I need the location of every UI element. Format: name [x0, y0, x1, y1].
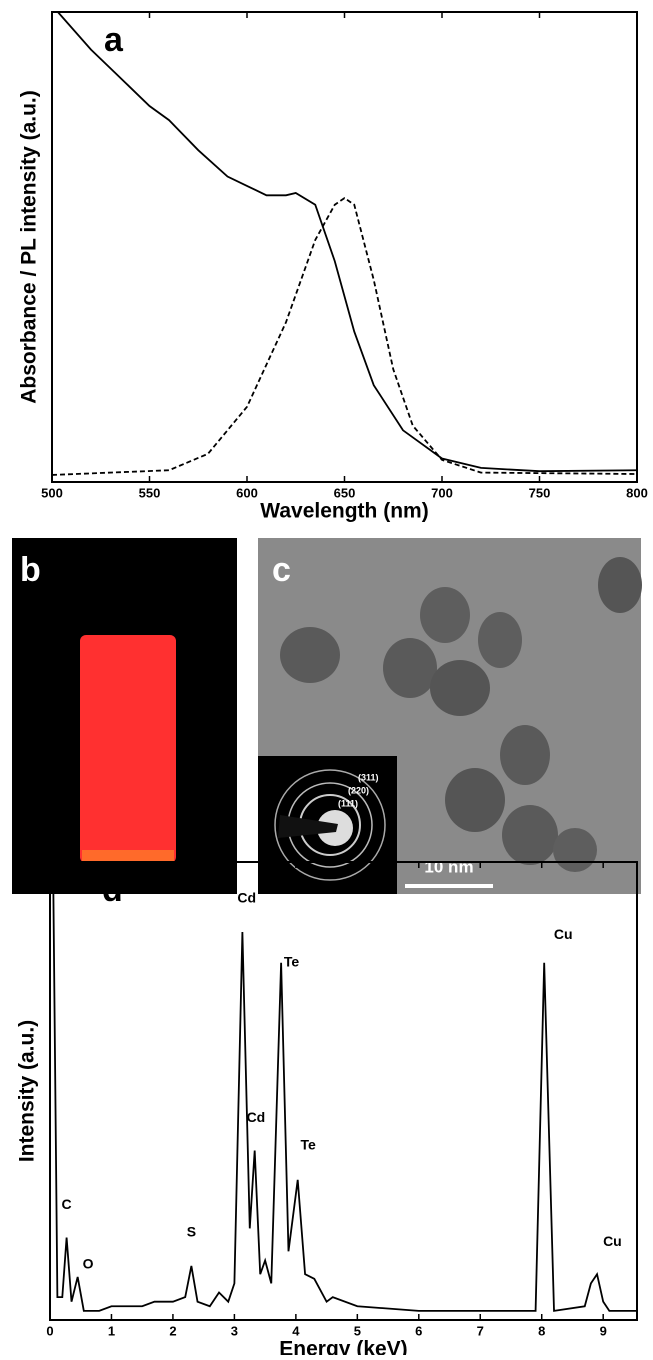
- beam-stop: [278, 815, 338, 838]
- x-tick-label: 2: [169, 1323, 176, 1338]
- x-tick-label: 800: [626, 485, 648, 500]
- nanoparticle: [478, 612, 522, 668]
- ring-label: (311): [358, 772, 379, 782]
- nanoparticle: [500, 725, 550, 785]
- x-tick-label: 650: [334, 485, 356, 500]
- peak-label: Cd: [247, 1109, 266, 1125]
- x-tick-label: 8: [538, 1323, 545, 1338]
- nanoparticle: [445, 768, 505, 832]
- x-tick-label: 3: [231, 1323, 238, 1338]
- peak-label: Te: [301, 1137, 317, 1153]
- panel-label: b: [20, 551, 41, 589]
- ring-label: (220): [348, 785, 369, 795]
- nanoparticle: [502, 805, 558, 865]
- ring-label: (111): [338, 798, 358, 808]
- x-axis-label: Wavelength (nm): [260, 500, 428, 523]
- x-tick-label: 6: [415, 1323, 422, 1338]
- x-tick-label: 700: [431, 485, 453, 500]
- y-axis-label: Intensity (a.u.): [16, 1020, 39, 1162]
- panel-label: a: [104, 21, 124, 59]
- data-line: [51, 197, 638, 476]
- nanoparticle: [598, 557, 642, 613]
- panel-c: (311) (220) (111) 10 nm c: [258, 538, 642, 894]
- x-tick-label: 550: [139, 485, 161, 500]
- peak-label: Cu: [603, 1233, 622, 1249]
- peak-label: Cu: [554, 926, 573, 942]
- scale-bar: [405, 884, 493, 888]
- vial-bottom: [82, 850, 174, 862]
- x-tick-label: 0: [46, 1323, 53, 1338]
- y-axis-label: Absorbance / PL intensity (a.u.): [18, 90, 41, 404]
- plot-frame: [51, 11, 638, 483]
- panel-label: c: [272, 551, 291, 589]
- peak-label: Cd: [237, 889, 256, 905]
- x-tick-label: 600: [236, 485, 258, 500]
- x-tick-label: 4: [292, 1323, 300, 1338]
- vial-body: [80, 635, 176, 863]
- data-line: [57, 11, 638, 473]
- panel-b: b: [12, 538, 237, 894]
- data-line: [52, 861, 637, 1312]
- x-tick-label: 1: [108, 1323, 115, 1338]
- nanoparticle: [420, 587, 470, 643]
- x-tick-label: 9: [600, 1323, 607, 1338]
- plot-frame: [49, 861, 638, 1321]
- nanoparticle: [430, 660, 490, 716]
- peak-label: S: [187, 1224, 196, 1240]
- nanoparticle: [553, 828, 597, 872]
- x-tick-label: 500: [41, 485, 63, 500]
- peak-label: C: [62, 1196, 72, 1212]
- nanoparticle: [383, 638, 437, 698]
- panel-label: d: [102, 871, 123, 909]
- x-axis-label: Energy (keV): [279, 1338, 407, 1355]
- x-tick-label: 750: [529, 485, 551, 500]
- scale-bar-label: 10 nm: [424, 857, 473, 876]
- x-tick-label: 7: [477, 1323, 484, 1338]
- peak-label: Te: [284, 953, 300, 969]
- diffraction-ring: [274, 769, 386, 881]
- nanoparticle: [280, 627, 340, 683]
- x-tick-label: 5: [354, 1323, 361, 1338]
- peak-label: O: [83, 1256, 94, 1272]
